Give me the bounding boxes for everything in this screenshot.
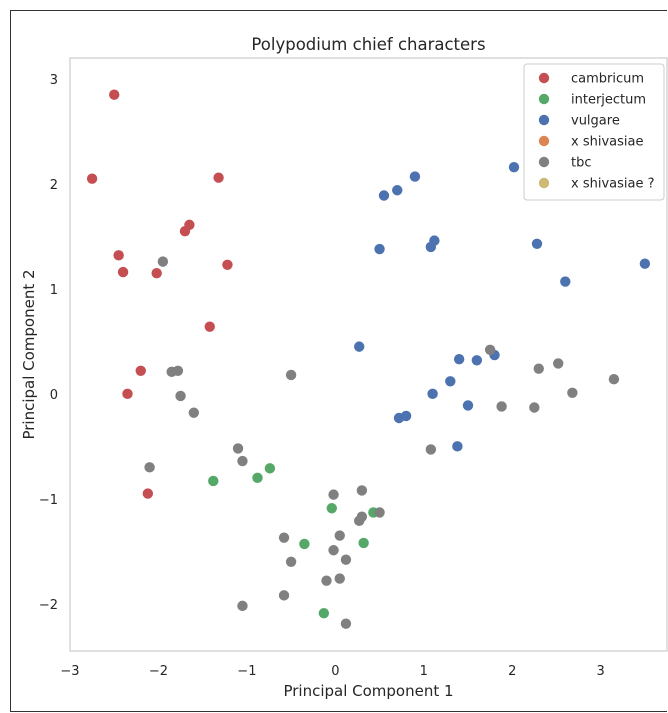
ticks-layer: −3 −2 −1 0 1 2 3 −2 −1 0 1 2 3 (39, 73, 605, 679)
data-point (471, 355, 483, 366)
data-point (157, 256, 169, 267)
data-point (86, 173, 98, 184)
data-point (354, 341, 365, 352)
data-point (484, 344, 496, 355)
data-point (237, 600, 248, 612)
data-point (425, 444, 437, 455)
legend-marker (538, 114, 550, 126)
legend-marker (538, 93, 550, 105)
data-point (175, 390, 186, 402)
legend: cambricum interjectum vulgare x shivasiae tb… (523, 63, 665, 201)
data-point (452, 441, 463, 452)
data-point (560, 276, 571, 287)
data-point (608, 373, 620, 385)
x-tick-label: 0 (331, 664, 339, 679)
data-point (278, 590, 290, 601)
data-point (285, 369, 297, 381)
data-point (232, 443, 244, 454)
data-point (533, 363, 544, 374)
y-axis-label: Principal Component 2 (20, 269, 38, 439)
x-tick-label: −1 (237, 664, 256, 679)
legend-marker (538, 156, 550, 168)
data-point (318, 608, 330, 619)
x-tick-label: 3 (597, 664, 605, 679)
data-point (445, 376, 456, 387)
data-point (179, 225, 191, 237)
legend-marker (538, 135, 550, 147)
data-point (135, 365, 146, 376)
data-point (204, 321, 215, 332)
data-point (374, 243, 385, 255)
data-point (354, 515, 365, 527)
data-point (299, 538, 310, 550)
legend-box (523, 63, 665, 201)
y-tick-label: −2 (39, 598, 58, 613)
data-point (508, 161, 520, 173)
legend-label: tbc (571, 156, 592, 171)
legend-label: cambricum (571, 72, 644, 87)
data-point (222, 259, 233, 270)
data-point (453, 354, 465, 365)
data-point (409, 171, 421, 182)
data-point (340, 618, 352, 629)
data-point (278, 532, 290, 543)
y-tick-label: 2 (50, 178, 58, 193)
data-point (122, 388, 133, 400)
data-point (328, 489, 339, 500)
data-point (553, 358, 564, 369)
data-point (529, 402, 540, 413)
x-tick-label: −2 (149, 664, 168, 679)
data-point (378, 190, 390, 201)
data-point (172, 365, 184, 376)
data-point (252, 472, 263, 484)
data-point (340, 554, 352, 565)
y-tick-label: −1 (39, 493, 58, 508)
data-point (264, 463, 276, 474)
data-point (429, 235, 440, 246)
legend-marker (538, 177, 550, 189)
data-point (321, 575, 332, 586)
y-tick-label: 3 (50, 73, 58, 88)
data-point (328, 545, 339, 556)
chart-title: Polypodium chief characters (251, 35, 485, 54)
y-tick-label: 1 (50, 283, 58, 298)
x-axis-label: Principal Component 1 (283, 682, 453, 700)
data-point (117, 266, 129, 278)
data-point (188, 407, 200, 418)
data-point (427, 388, 438, 400)
legend-label: x shivasiae ? (571, 177, 655, 192)
data-point (109, 89, 120, 100)
legend-label: vulgare (571, 114, 620, 129)
data-point (151, 267, 162, 279)
data-point (374, 507, 385, 518)
x-tick-label: −3 (60, 664, 79, 679)
y-tick-label: 0 (50, 388, 58, 403)
data-point (208, 475, 219, 487)
legend-marker (538, 72, 550, 84)
x-tick-label: 1 (420, 664, 428, 679)
data-point (334, 573, 345, 584)
data-point (113, 250, 124, 261)
data-point (356, 485, 368, 496)
x-tick-label: 2 (508, 664, 516, 679)
data-point (358, 537, 369, 549)
data-point (639, 258, 651, 269)
legend-label: interjectum (571, 93, 646, 108)
data-point (567, 387, 578, 399)
data-point (144, 462, 155, 473)
data-point (142, 488, 154, 499)
data-point (213, 172, 224, 183)
data-point (531, 238, 543, 249)
data-point (334, 530, 345, 541)
data-point (326, 503, 337, 514)
data-point (496, 401, 507, 412)
data-point (392, 185, 403, 196)
points-layer (86, 89, 651, 629)
data-point (285, 556, 297, 567)
legend-label: x shivasiae (571, 135, 643, 150)
data-point (462, 400, 474, 411)
data-point (400, 410, 412, 422)
data-point (237, 455, 248, 467)
